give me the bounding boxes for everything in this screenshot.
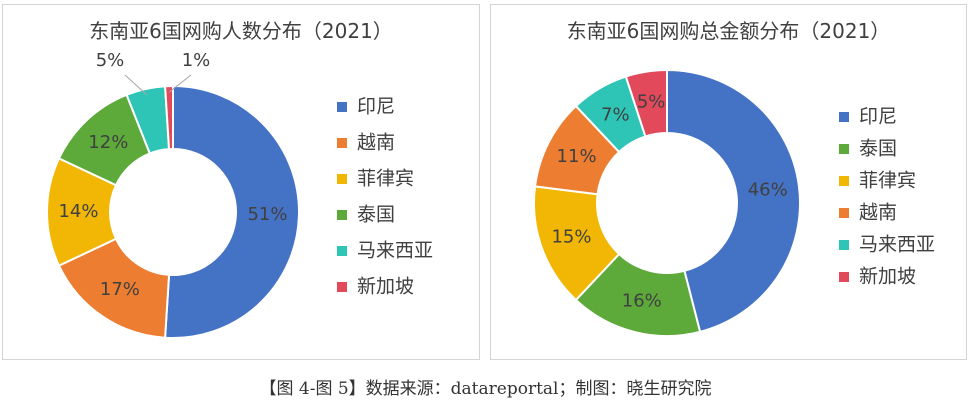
legend-label: 菲律宾 xyxy=(859,170,916,192)
legend-label: 马来西亚 xyxy=(859,234,935,256)
legend-label: 菲律宾 xyxy=(357,168,414,190)
legend-swatch xyxy=(839,112,849,122)
slice-印尼 xyxy=(666,68,801,334)
leader-line xyxy=(124,74,148,96)
legend-label: 印尼 xyxy=(357,96,395,118)
data-label: 51% xyxy=(247,204,287,225)
legend-label: 越南 xyxy=(859,202,897,224)
chart-title: 东南亚6国网购总金额分布（2021） xyxy=(566,19,891,43)
legend-swatch xyxy=(337,246,347,256)
legend-swatch xyxy=(839,208,849,218)
slice-新加坡 xyxy=(624,68,668,138)
legend-label: 新加坡 xyxy=(859,266,916,288)
chart-title: 东南亚6国网购人数分布（2021） xyxy=(89,19,393,43)
figure-caption: 【图 4-图 5】数据来源：datareportal；制图：晓生研究院 xyxy=(259,379,712,399)
slice-印尼 xyxy=(164,84,300,339)
legend-swatch xyxy=(839,272,849,282)
data-label: 5% xyxy=(637,92,666,113)
chart-panel-users: 东南亚6国网购人数分布（2021） 51% 17% 14% 12% 5% 1% 印尼越南菲律… xyxy=(2,4,480,360)
legend-swatch xyxy=(839,176,849,186)
legend-label: 新加坡 xyxy=(357,276,414,298)
leader-line xyxy=(168,74,192,93)
data-label: 46% xyxy=(748,179,788,200)
data-label: 11% xyxy=(557,146,597,167)
data-label: 1% xyxy=(182,50,211,71)
legend-swatch xyxy=(337,138,347,148)
legend-swatch xyxy=(839,240,849,250)
legend-swatch xyxy=(337,102,347,112)
legend-label: 马来西亚 xyxy=(357,240,433,262)
legend-swatch xyxy=(337,174,347,184)
chart-panel-amount: 东南亚6国网购总金额分布（2021） 46% 16% 15% 11% 7% 5% 印尼泰国菲… xyxy=(490,4,967,360)
legend-swatch xyxy=(839,144,849,154)
data-label: 14% xyxy=(58,201,98,222)
slice-新加坡 xyxy=(164,84,174,151)
legend-label: 泰国 xyxy=(357,204,395,226)
legend-swatch xyxy=(337,210,347,220)
data-label: 16% xyxy=(622,290,662,311)
data-label: 17% xyxy=(100,279,140,300)
legend-label: 印尼 xyxy=(859,106,897,128)
data-label: 15% xyxy=(551,226,591,247)
legend-label: 越南 xyxy=(357,132,395,154)
data-label: 5% xyxy=(96,50,125,71)
data-label: 7% xyxy=(601,105,630,126)
data-label: 12% xyxy=(88,132,128,153)
legend-label: 泰国 xyxy=(859,138,897,160)
legend-swatch xyxy=(337,282,347,292)
